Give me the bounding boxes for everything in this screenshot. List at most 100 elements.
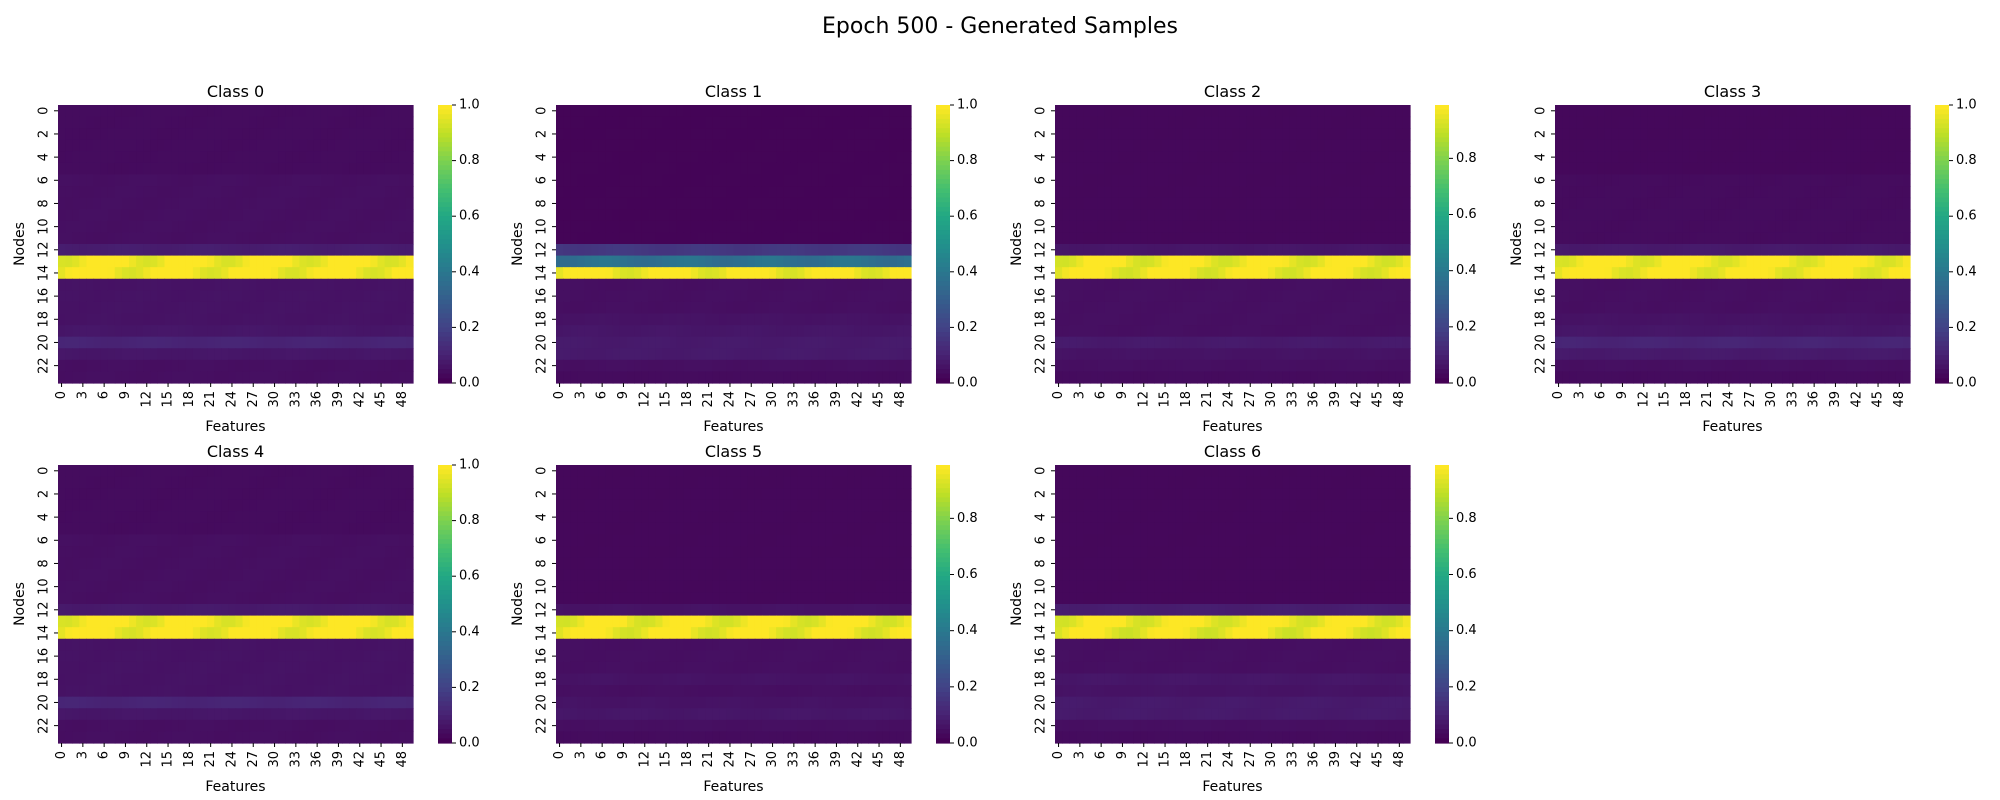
heatmap-cell <box>1689 267 1698 280</box>
heatmap-cell <box>157 209 166 222</box>
heatmap-cell <box>655 359 664 373</box>
heatmap-cell <box>235 162 244 176</box>
heatmap-cell <box>1296 209 1305 222</box>
heatmap-cell <box>627 359 635 373</box>
heatmap-cell <box>896 105 905 118</box>
colorbar-segment <box>438 345 452 352</box>
heatmap-cell <box>840 174 848 187</box>
heatmap-cell <box>363 359 371 373</box>
heatmap-cell <box>1282 255 1290 268</box>
heatmap-cell <box>1090 290 1099 303</box>
heatmap-cell <box>1604 209 1613 222</box>
x-tick-label: 48 <box>395 391 410 408</box>
heatmap-cell <box>591 220 600 234</box>
heatmap-cell <box>1597 116 1606 129</box>
heatmap-cell <box>1689 105 1698 118</box>
heatmap-cell <box>391 244 400 257</box>
heatmap-cell <box>1626 313 1634 326</box>
heatmap-cell <box>1374 220 1383 234</box>
heatmap-cell <box>598 151 607 164</box>
heatmap-cell <box>776 186 784 199</box>
heatmap-cell <box>1133 105 1141 118</box>
heatmap-cell <box>200 313 208 326</box>
heatmap-cell <box>86 267 95 280</box>
heatmap-cell <box>1104 128 1113 141</box>
heatmap-cell <box>882 267 891 280</box>
heatmap-cell <box>1782 290 1790 303</box>
heatmap-cell <box>1317 301 1326 315</box>
heatmap-cell <box>1154 116 1163 129</box>
heatmap-cell <box>1083 244 1092 257</box>
heatmap-cell <box>769 220 777 234</box>
heatmap-cell <box>683 244 692 257</box>
heatmap-cell <box>1789 128 1797 141</box>
heatmap-cell <box>811 325 820 338</box>
heatmap-cell <box>1810 151 1819 164</box>
heatmap-cell <box>271 301 279 315</box>
heatmap-cell <box>58 313 66 326</box>
heatmap-cell <box>1275 232 1283 245</box>
heatmap-cell <box>150 116 158 129</box>
heatmap-cell <box>1810 174 1819 187</box>
heatmap-cell <box>570 371 578 384</box>
heatmap-cell <box>228 290 237 303</box>
heatmap-cell <box>370 209 379 222</box>
heatmap-cell <box>726 162 735 176</box>
heatmap-cell <box>1618 232 1627 245</box>
heatmap-cell <box>662 128 671 141</box>
heatmap-cell <box>221 139 229 152</box>
heatmap-cell <box>313 290 322 303</box>
heatmap-cell <box>903 348 912 361</box>
heatmap-cell <box>790 371 798 384</box>
heatmap-cell <box>242 371 251 384</box>
heatmap-cell <box>114 139 123 152</box>
heatmap-cell <box>1253 301 1262 315</box>
heatmap-cell <box>1583 105 1592 118</box>
heatmap-cell <box>1604 174 1613 187</box>
heatmap-cell <box>655 267 664 280</box>
heatmap-cell <box>363 278 371 291</box>
heatmap-cell <box>86 301 95 315</box>
heatmap-cell <box>896 359 905 373</box>
heatmap-cell <box>825 232 834 245</box>
heatmap-cell <box>377 359 386 373</box>
heatmap-cell <box>1260 116 1269 129</box>
heatmap-cell <box>747 267 756 280</box>
heatmap-cell <box>1647 174 1655 187</box>
heatmap-cell <box>249 267 258 280</box>
heatmap-cell <box>1388 209 1397 222</box>
heatmap-cell <box>598 209 607 222</box>
heatmap-cell <box>384 348 393 361</box>
heatmap-cell <box>698 151 706 164</box>
heatmap-cell <box>847 186 855 199</box>
heatmap-cell <box>1289 348 1297 361</box>
heatmap-cell <box>363 325 371 338</box>
heatmap-cell <box>114 186 123 199</box>
colorbar-segment <box>936 239 950 245</box>
heatmap-cell <box>598 255 607 268</box>
heatmap-cell <box>1055 139 1063 152</box>
heatmap-cell <box>79 336 87 349</box>
heatmap-cell <box>1253 220 1262 234</box>
heatmap-cell <box>832 313 841 326</box>
heatmap-cell <box>1367 151 1376 164</box>
heatmap-cell <box>1126 313 1134 326</box>
heatmap-cell <box>769 209 777 222</box>
heatmap-cell <box>641 255 649 268</box>
heatmap-cell <box>1853 232 1861 245</box>
heatmap-cell <box>804 116 813 129</box>
colorbar-segment <box>1435 118 1449 125</box>
heatmap-cell <box>278 128 286 141</box>
colorbar-segment <box>1435 230 1449 236</box>
colorbar-tick-label: 0.2 <box>459 320 480 335</box>
heatmap-cell <box>1204 301 1212 315</box>
heatmap-cell <box>740 128 749 141</box>
heatmap-cell <box>1324 209 1333 222</box>
heatmap-cell <box>605 151 614 164</box>
heatmap-cell <box>271 116 279 129</box>
heatmap-cell <box>192 371 201 384</box>
heatmap-cell <box>1867 209 1876 222</box>
heatmap-cell <box>1867 186 1876 199</box>
heatmap-cell <box>1197 162 1205 176</box>
heatmap-cell <box>129 128 137 141</box>
